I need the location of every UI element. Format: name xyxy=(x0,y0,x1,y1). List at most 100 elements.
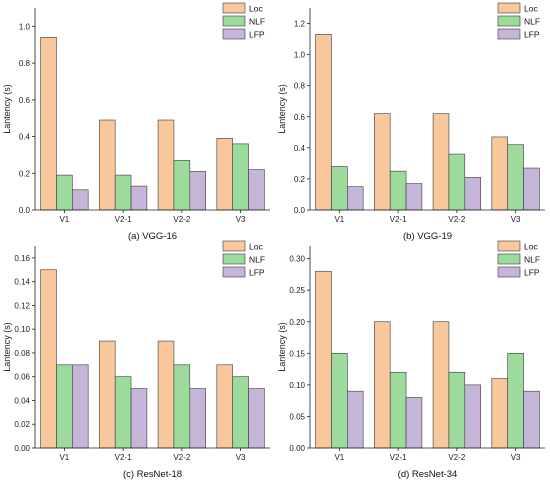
x-tick-label: V1 xyxy=(334,215,344,224)
x-tick-label: V1 xyxy=(334,453,344,462)
bar-nlf-v2-1 xyxy=(389,170,407,211)
y-tick-label: 0.6 xyxy=(19,96,31,105)
bar-loc-v2-2 xyxy=(157,340,175,449)
y-axis-label: Lantency (s) xyxy=(277,322,287,372)
y-tick-label: 0.05 xyxy=(289,412,305,421)
legend-swatch-lfp xyxy=(222,266,246,278)
legend-label-loc: Loc xyxy=(249,4,263,14)
legend-label-nlf: NLF xyxy=(249,255,265,265)
panel-caption: (b) VGG-19 xyxy=(403,231,452,242)
bar-nlf-v2-1 xyxy=(114,376,132,449)
y-tick-label: 0.4 xyxy=(19,133,31,142)
bar-loc-v1 xyxy=(315,270,332,449)
y-tick-label: 0.20 xyxy=(289,318,305,327)
x-tick-label: V3 xyxy=(511,453,521,462)
bar-nlf-v2-2 xyxy=(173,160,191,211)
bar-nlf-v1 xyxy=(331,353,348,449)
x-tick-label: V2-2 xyxy=(448,453,465,462)
bar-lfp-v3 xyxy=(248,388,265,449)
bar-nlf-v1 xyxy=(56,174,73,211)
bar-lfp-v1 xyxy=(72,364,89,449)
bar-lfp-v3 xyxy=(523,167,540,211)
y-tick-label: 0.2 xyxy=(294,175,306,184)
x-tick-label: V2-1 xyxy=(390,215,407,224)
y-tick-label: 0.00 xyxy=(289,444,305,453)
panel-caption: (a) VGG-16 xyxy=(128,231,177,242)
y-tick-label: 1.0 xyxy=(294,51,306,60)
bar-loc-v1 xyxy=(40,37,57,211)
legend-label-lfp: LFP xyxy=(249,30,265,40)
x-tick-label: V2-1 xyxy=(115,453,132,462)
bar-nlf-v2-2 xyxy=(173,364,191,449)
y-tick-label: 0.06 xyxy=(14,373,30,382)
y-tick-label: 0.2 xyxy=(19,169,31,178)
bar-lfp-v2-2 xyxy=(464,384,481,449)
y-tick-label: 0.00 xyxy=(14,444,30,453)
legend-swatch-nlf xyxy=(222,253,246,265)
bar-loc-v3 xyxy=(216,138,233,211)
x-tick-label: V2-2 xyxy=(173,215,190,224)
y-tick-label: 0.02 xyxy=(14,420,30,429)
x-tick-label: V3 xyxy=(511,215,521,224)
y-axis-label: Lantency (s) xyxy=(277,84,287,134)
x-tick-label: V2-2 xyxy=(173,453,190,462)
bar-nlf-v2-2 xyxy=(448,153,466,211)
y-tick-label: 0.8 xyxy=(294,82,306,91)
legend-label-loc: Loc xyxy=(524,242,538,252)
legend-label-lfp: LFP xyxy=(524,268,540,278)
bar-lfp-v2-2 xyxy=(464,177,481,211)
y-tick-label: 0.0 xyxy=(19,206,31,215)
bar-loc-v3 xyxy=(216,364,233,449)
y-tick-label: 0.8 xyxy=(19,59,31,68)
bar-lfp-v2-2 xyxy=(189,388,206,449)
bar-nlf-v1 xyxy=(56,364,73,449)
x-tick-label: V2-1 xyxy=(390,453,407,462)
bar-loc-v2-1 xyxy=(99,119,116,211)
x-tick-label: V2-2 xyxy=(448,215,465,224)
bar-lfp-v3 xyxy=(523,390,540,449)
bar-loc-v2-1 xyxy=(99,340,116,449)
bar-loc-v1 xyxy=(315,34,332,211)
x-tick-label: V3 xyxy=(236,453,246,462)
y-tick-label: 0.14 xyxy=(14,278,30,287)
legend-swatch-nlf xyxy=(497,253,521,265)
legend-label-loc: Loc xyxy=(524,4,538,14)
y-tick-label: 0.10 xyxy=(289,381,305,390)
y-tick-label: 0.4 xyxy=(294,144,306,153)
panel-caption: (c) ResNet-18 xyxy=(123,469,182,480)
y-tick-label: 0.16 xyxy=(14,254,30,263)
x-tick-label: V1 xyxy=(59,453,69,462)
y-axis-label: Lantency (s) xyxy=(2,84,12,134)
legend-swatch-loc xyxy=(497,240,521,252)
y-tick-label: 0.25 xyxy=(289,286,305,295)
bar-lfp-v2-1 xyxy=(405,183,423,211)
legend-swatch-loc xyxy=(497,2,521,14)
bar-loc-v2-2 xyxy=(432,113,450,211)
panel-caption: (d) ResNet-34 xyxy=(398,469,458,480)
legend-label-nlf: NLF xyxy=(249,17,265,27)
y-tick-label: 1.2 xyxy=(294,20,306,29)
bar-loc-v2-1 xyxy=(374,113,391,211)
bar-lfp-v1 xyxy=(347,186,364,211)
bar-nlf-v2-2 xyxy=(448,371,466,449)
bar-nlf-v3 xyxy=(507,144,524,211)
bar-lfp-v2-1 xyxy=(130,185,148,211)
bar-lfp-v2-2 xyxy=(189,171,206,211)
bar-loc-v3 xyxy=(491,136,508,211)
bar-lfp-v1 xyxy=(72,189,89,211)
bar-lfp-v2-1 xyxy=(130,388,148,449)
y-tick-label: 0.04 xyxy=(14,396,30,405)
y-axis-label: Lantency (s) xyxy=(2,322,12,372)
legend-swatch-lfp xyxy=(497,266,521,278)
bar-loc-v1 xyxy=(40,269,57,449)
legend-swatch-loc xyxy=(222,2,246,14)
y-tick-label: 0.15 xyxy=(289,349,305,358)
bar-lfp-v1 xyxy=(347,390,364,449)
bar-nlf-v3 xyxy=(507,353,524,449)
x-tick-label: V3 xyxy=(236,215,246,224)
panel-4: 0.00 0.05 0.10 0.15 0.20 0.25 0.30 V1 V2-1 V2-2 V3… xyxy=(277,240,545,480)
y-tick-label: 0.12 xyxy=(14,301,30,310)
bar-nlf-v3 xyxy=(232,143,249,211)
